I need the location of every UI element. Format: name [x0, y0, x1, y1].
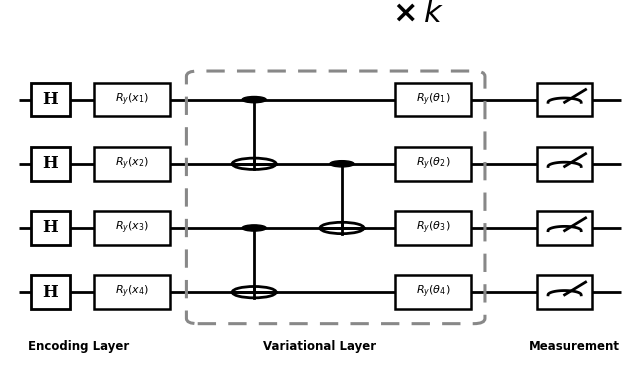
FancyBboxPatch shape: [31, 211, 70, 245]
Text: $R_y(\theta_2)$: $R_y(\theta_2)$: [415, 156, 450, 172]
Text: $R_y(x_1)$: $R_y(x_1)$: [115, 91, 149, 108]
Text: $R_y(x_2)$: $R_y(x_2)$: [115, 156, 149, 172]
Text: H: H: [42, 284, 58, 301]
FancyBboxPatch shape: [395, 275, 471, 309]
FancyBboxPatch shape: [93, 275, 170, 309]
FancyBboxPatch shape: [31, 83, 70, 117]
FancyBboxPatch shape: [395, 147, 471, 181]
Text: Variational Layer: Variational Layer: [264, 340, 376, 353]
Ellipse shape: [242, 97, 266, 103]
FancyBboxPatch shape: [537, 275, 592, 309]
FancyBboxPatch shape: [93, 211, 170, 245]
Text: $R_y(\theta_3)$: $R_y(\theta_3)$: [415, 220, 450, 236]
FancyBboxPatch shape: [93, 147, 170, 181]
Text: Measurement: Measurement: [529, 340, 620, 353]
Ellipse shape: [242, 225, 266, 231]
FancyBboxPatch shape: [537, 147, 592, 181]
FancyBboxPatch shape: [31, 275, 70, 309]
Text: H: H: [42, 155, 58, 172]
Ellipse shape: [330, 161, 354, 167]
FancyBboxPatch shape: [93, 83, 170, 117]
FancyBboxPatch shape: [31, 147, 70, 181]
Text: $R_y(x_4)$: $R_y(x_4)$: [115, 284, 149, 300]
Text: $R_y(\theta_1)$: $R_y(\theta_1)$: [415, 91, 450, 108]
FancyBboxPatch shape: [537, 83, 592, 117]
FancyBboxPatch shape: [395, 83, 471, 117]
FancyBboxPatch shape: [537, 211, 592, 245]
FancyBboxPatch shape: [395, 211, 471, 245]
Text: $R_y(x_3)$: $R_y(x_3)$: [115, 220, 149, 236]
Text: ×: ×: [392, 0, 417, 28]
Text: H: H: [42, 91, 58, 108]
Text: $R_y(\theta_4)$: $R_y(\theta_4)$: [415, 284, 450, 300]
Text: Encoding Layer: Encoding Layer: [28, 340, 129, 353]
Text: k: k: [424, 0, 441, 28]
Text: H: H: [42, 219, 58, 236]
